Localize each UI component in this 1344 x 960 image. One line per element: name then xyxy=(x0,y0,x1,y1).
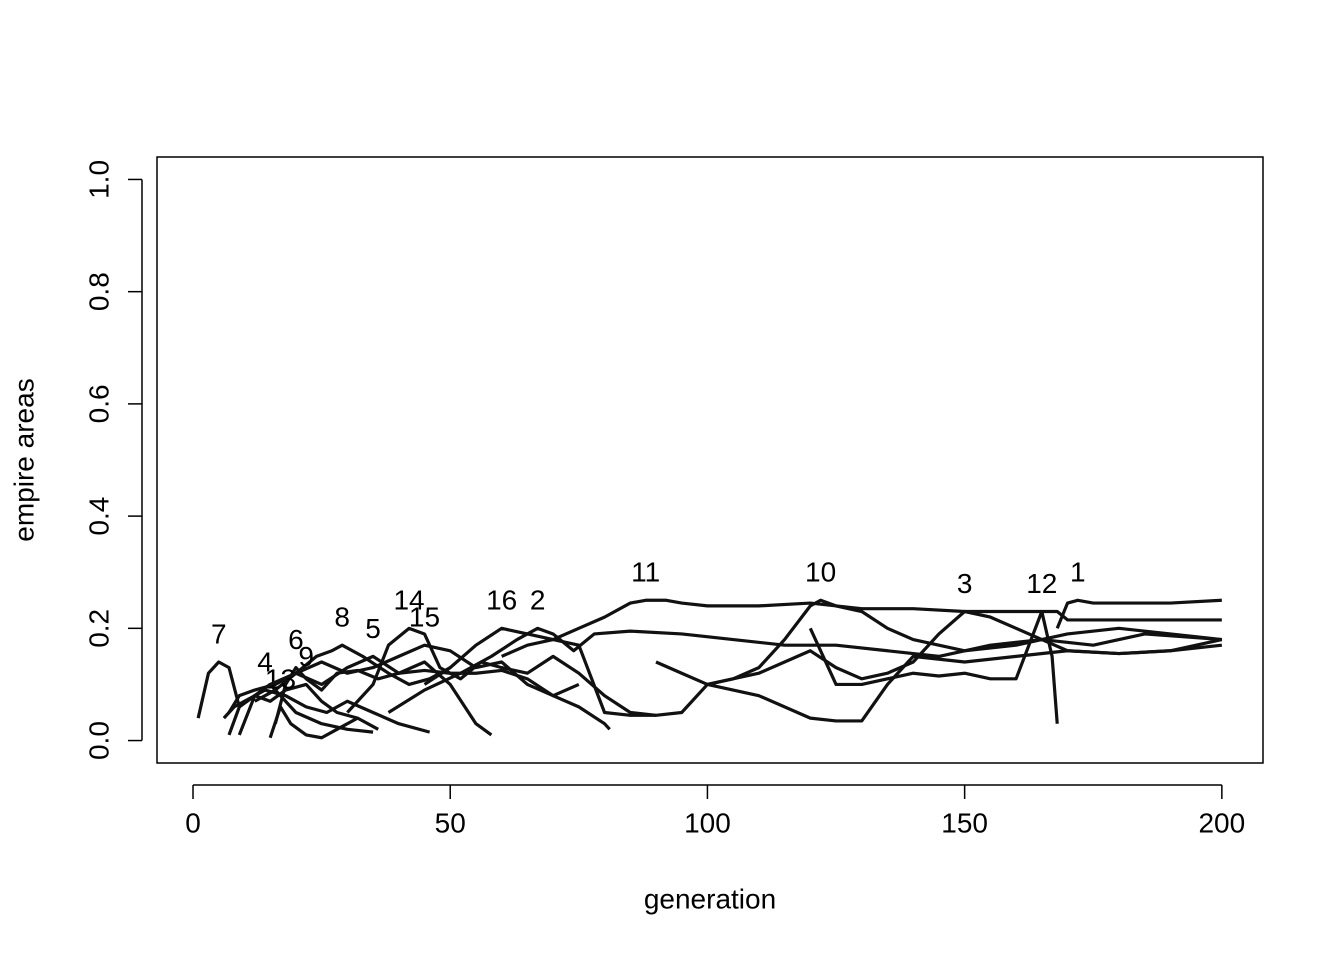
series-line xyxy=(1055,598,1222,629)
series-line xyxy=(253,643,451,703)
series-label: 3 xyxy=(957,568,973,599)
series-line xyxy=(227,682,379,736)
series-label: 12 xyxy=(1026,568,1057,599)
series-label: 6 xyxy=(288,624,304,655)
series-label: 5 xyxy=(365,613,381,644)
x-axis-label: generation xyxy=(644,883,776,914)
series-label: 10 xyxy=(805,557,836,588)
x-tick-label: 100 xyxy=(684,807,731,838)
series-label: 7 xyxy=(211,618,227,649)
series-line xyxy=(237,643,611,736)
series-line xyxy=(387,626,1222,714)
y-tick-label: 0.4 xyxy=(83,497,114,536)
series-label: 9 xyxy=(298,641,314,672)
x-tick-label: 50 xyxy=(435,807,466,838)
series-label: 14 xyxy=(393,585,424,616)
y-tick-label: 0.8 xyxy=(83,272,114,311)
series-line xyxy=(227,654,493,737)
x-tick-label: 0 xyxy=(185,807,201,838)
series-label: 16 xyxy=(486,585,517,616)
series-line xyxy=(268,705,359,740)
x-tick-label: 200 xyxy=(1198,807,1245,838)
series-line xyxy=(273,666,580,725)
x-tick-label: 150 xyxy=(941,807,988,838)
plot-box xyxy=(156,156,1264,764)
y-tick-label: 0.0 xyxy=(83,721,114,760)
series-label: 15 xyxy=(409,602,440,633)
y-axis-label: empire areas xyxy=(8,378,39,541)
series-label: 4 xyxy=(257,646,273,677)
y-tick-label: 0.6 xyxy=(83,384,114,423)
series-label: 1 xyxy=(1070,557,1086,588)
series-label: 8 xyxy=(334,602,350,633)
series-line xyxy=(423,626,1223,723)
series-line xyxy=(655,598,1223,687)
series-label: 11 xyxy=(631,557,660,588)
series-line xyxy=(501,598,1222,658)
series-line xyxy=(222,688,431,734)
series-line xyxy=(808,609,1059,724)
y-tick-label: 1.0 xyxy=(83,160,114,199)
series-label: 2 xyxy=(530,585,546,616)
y-tick-label: 0.2 xyxy=(83,609,114,648)
